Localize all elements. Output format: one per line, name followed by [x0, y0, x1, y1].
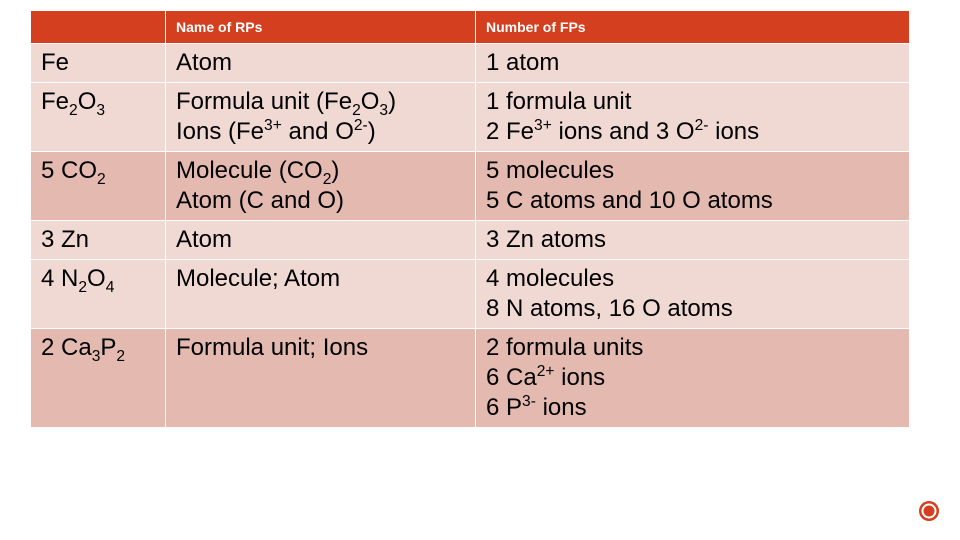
table-cell: Fe2O3: [31, 83, 166, 152]
table-cell: 5 molecules5 C atoms and 10 O atoms: [476, 152, 910, 221]
cell-line: 2 Ca3P2: [41, 333, 155, 363]
table-cell: 5 CO2: [31, 152, 166, 221]
table-row: Fe Atom 1 atom: [31, 44, 910, 83]
table-cell: Fe: [31, 44, 166, 83]
table-row: 2 Ca3P2 Formula unit; Ions 2 formula units…: [31, 329, 910, 428]
table-body: Fe Atom 1 atom Fe2O3 Formula unit (Fe2O3)Ion…: [31, 44, 910, 428]
cell-line: 5 molecules: [486, 156, 899, 186]
cell-line: 4 N2O4: [41, 264, 155, 294]
table-cell: Atom: [166, 221, 476, 260]
table-row: 3 Zn Atom 3 Zn atoms: [31, 221, 910, 260]
table-row: 5 CO2Molecule (CO2)Atom (C and O)5 molec…: [31, 152, 910, 221]
cell-line: 8 N atoms, 16 O atoms: [486, 294, 899, 324]
cell-line: Formula unit (Fe2O3): [176, 87, 465, 117]
table: Name of RPs Number of FPs FeAtom1 atomFe…: [30, 10, 910, 428]
cell-line: Atom (C and O): [176, 186, 465, 216]
cell-line: Atom: [176, 48, 465, 78]
cell-line: Formula unit; Ions: [176, 333, 465, 363]
cell-line: 1 formula unit: [486, 87, 899, 117]
cell-line: 5 C atoms and 10 O atoms: [486, 186, 899, 216]
table-cell: 2 formula units6 Ca2+ ions6 P3- ions: [476, 329, 910, 428]
cell-line: Molecule (CO2): [176, 156, 465, 186]
table-cell: Molecule; Atom: [166, 260, 476, 329]
table-cell: 2 Ca3P2: [31, 329, 166, 428]
cell-line: Fe: [41, 48, 155, 78]
table-header-row: Name of RPs Number of FPs: [31, 11, 910, 44]
table-cell: Formula unit (Fe2O3)Ions (Fe3+ and O2-): [166, 83, 476, 152]
header-col0: [31, 11, 166, 44]
cell-line: 2 formula units: [486, 333, 899, 363]
table-cell: 4 N2O4: [31, 260, 166, 329]
chemistry-table: Name of RPs Number of FPs FeAtom1 atomFe…: [30, 10, 910, 428]
table-row: 4 N2O4 Molecule; Atom 4 molecules8 N atoms…: [31, 260, 910, 329]
cell-line: 6 P3- ions: [486, 393, 899, 423]
table-row: Fe2O3 Formula unit (Fe2O3)Ions (Fe3+ and …: [31, 83, 910, 152]
table-cell: Atom: [166, 44, 476, 83]
table-cell: 3 Zn atoms: [476, 221, 910, 260]
cell-line: 5 CO2: [41, 156, 155, 186]
slide-bullet-icon: [918, 500, 940, 522]
cell-line: Fe2O3: [41, 87, 155, 117]
cell-line: Ions (Fe3+ and O2-): [176, 117, 465, 147]
table-cell: 4 molecules8 N atoms, 16 O atoms: [476, 260, 910, 329]
cell-line: 1 atom: [486, 48, 899, 78]
cell-line: Molecule; Atom: [176, 264, 465, 294]
cell-line: 4 molecules: [486, 264, 899, 294]
table-cell: 3 Zn: [31, 221, 166, 260]
table-cell: 1 atom: [476, 44, 910, 83]
table-cell: Molecule (CO2)Atom (C and O): [166, 152, 476, 221]
cell-line: Atom: [176, 225, 465, 255]
cell-line: 6 Ca2+ ions: [486, 363, 899, 393]
cell-line: 3 Zn: [41, 225, 155, 255]
table-cell: 1 formula unit2 Fe3+ ions and 3 O2- ions: [476, 83, 910, 152]
cell-line: 2 Fe3+ ions and 3 O2- ions: [486, 117, 899, 147]
table-cell: Formula unit; Ions: [166, 329, 476, 428]
header-col2: Number of FPs: [476, 11, 910, 44]
header-col1: Name of RPs: [166, 11, 476, 44]
cell-line: 3 Zn atoms: [486, 225, 899, 255]
